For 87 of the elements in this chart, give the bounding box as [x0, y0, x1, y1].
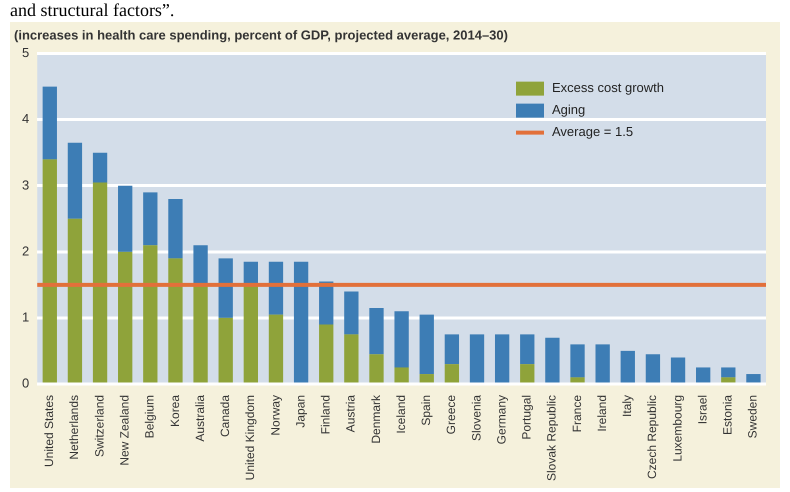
- y-tick-label: 5: [22, 45, 30, 60]
- text: and structural factors”.: [10, 0, 174, 20]
- bar: [570, 344, 585, 378]
- y-tick-label: 4: [22, 111, 30, 126]
- x-tick-label: Spain: [419, 394, 434, 426]
- bar: [646, 354, 660, 382]
- x-tick-label: United Kingdom: [243, 394, 258, 480]
- x-tick-label: Denmark: [368, 394, 383, 444]
- x-tick-label: Ireland: [594, 394, 609, 432]
- x-tick-label: Korea: [168, 394, 182, 427]
- bar: [494, 334, 510, 382]
- bar: [520, 334, 534, 364]
- bar: [268, 262, 284, 315]
- x-tick-label: Austria: [344, 394, 358, 432]
- y-tick-label: 3: [22, 177, 30, 192]
- bar: [42, 159, 57, 382]
- y-tick-label: 2: [22, 243, 30, 258]
- x-tick-label: Australia: [192, 394, 207, 442]
- bar: [394, 311, 409, 368]
- x-tick-label: Portugal: [520, 394, 534, 440]
- legend-label: Average = 1.5: [552, 124, 634, 140]
- x-tick-label: Canada: [218, 394, 232, 437]
- x-tick-label: Switzerland: [92, 394, 106, 457]
- bar: [570, 377, 585, 382]
- bar: [244, 262, 258, 285]
- bar: [344, 334, 359, 382]
- chart-title: (increases in health care spending, percent of GDP, projected average, 2014–30): [14, 27, 508, 42]
- legend-label: Excess cost growth: [552, 80, 664, 96]
- bar: [470, 334, 484, 382]
- x-tick-label: Japan: [293, 394, 308, 428]
- bar: [118, 186, 132, 252]
- bar: [746, 374, 761, 382]
- bar: [444, 364, 460, 382]
- x-tick-label: Iceland: [394, 394, 408, 434]
- x-tick-label: Germany: [494, 394, 508, 444]
- bar: [620, 350, 635, 382]
- bar: [696, 367, 710, 382]
- x-tick-label: Czech Republic: [645, 394, 660, 479]
- x-tick-label: Finland: [318, 394, 333, 434]
- bar: [319, 324, 334, 382]
- x-tick-label: United States: [42, 394, 56, 467]
- bar: [42, 86, 57, 160]
- bar: [68, 218, 82, 382]
- x-tick-label: Slovenia: [469, 394, 484, 441]
- bar: [268, 314, 284, 382]
- bar: [545, 338, 560, 382]
- bar: [344, 291, 359, 334]
- bar: [294, 262, 308, 382]
- x-tick-label: New Zealand: [117, 394, 132, 466]
- bar: [168, 258, 183, 382]
- bar: [193, 284, 208, 382]
- x-tick-label: Sweden: [746, 394, 760, 438]
- x-tick-label: Estonia: [720, 394, 735, 435]
- bar: [193, 245, 208, 285]
- x-tick-label: Norway: [268, 394, 282, 436]
- bar: [721, 377, 736, 382]
- bar: [369, 308, 384, 354]
- x-tick-label: France: [570, 394, 584, 432]
- bar: [444, 334, 460, 364]
- bar: [218, 258, 233, 318]
- bar: [218, 318, 233, 382]
- bar: [68, 142, 82, 219]
- x-tick-label: Luxembourg: [670, 394, 684, 462]
- bar: [721, 367, 736, 378]
- bar: [369, 354, 384, 382]
- x-tick-label: Slovak Republic: [544, 394, 559, 481]
- legend-label: Aging: [552, 102, 586, 118]
- bar: [143, 192, 158, 246]
- x-tick-label: Italy: [620, 394, 634, 417]
- bar: [420, 314, 434, 374]
- bar: [520, 364, 534, 382]
- y-tick-label: 0: [22, 376, 30, 391]
- bar: [670, 358, 686, 382]
- bar: [92, 152, 108, 182]
- x-tick-label: Greece: [444, 394, 458, 434]
- bar: [168, 198, 183, 258]
- bar: [420, 374, 434, 382]
- bar: [92, 182, 108, 382]
- bar: [394, 367, 409, 382]
- bar: [244, 284, 258, 382]
- x-tick-label: Israel: [695, 394, 710, 424]
- bar: [143, 245, 158, 382]
- y-tick-label: 1: [22, 309, 30, 324]
- bar: [118, 252, 132, 382]
- bar: [595, 344, 610, 382]
- x-tick-label: Belgium: [142, 394, 157, 438]
- x-tick-label: Netherlands: [67, 394, 82, 460]
